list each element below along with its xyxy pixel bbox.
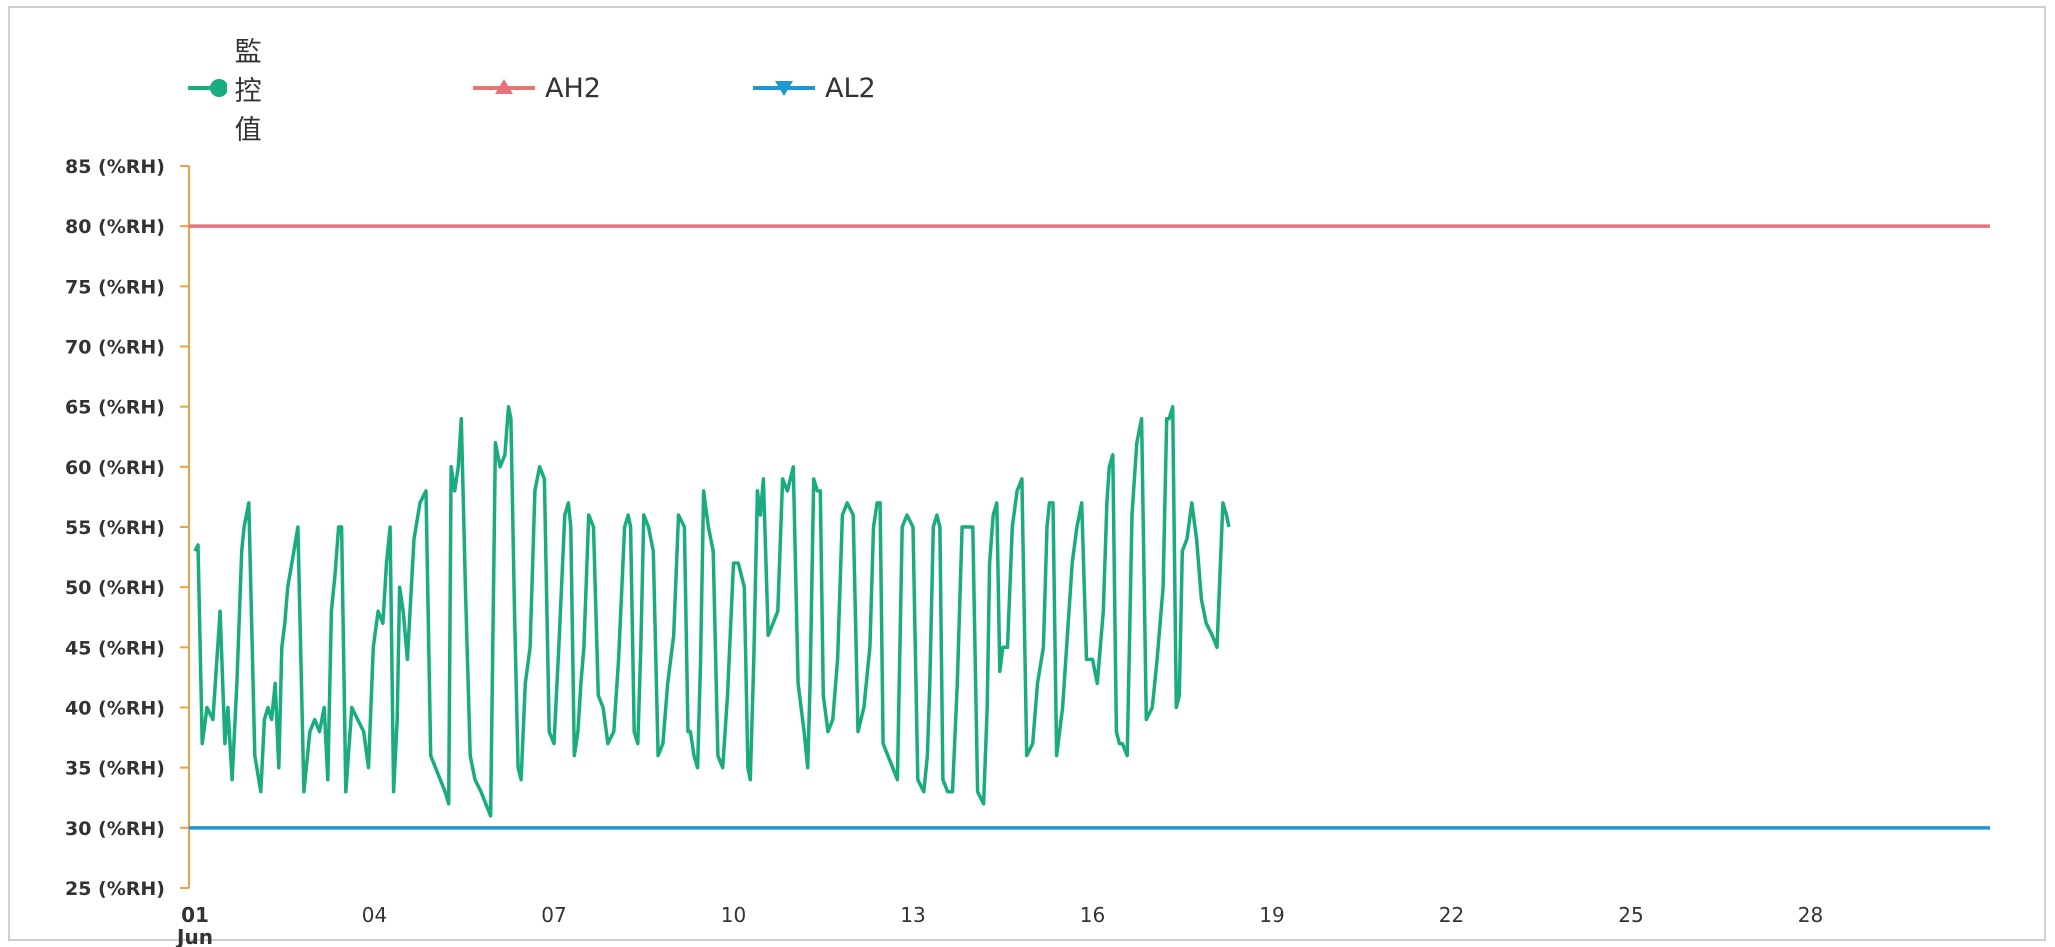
y-tick-label: 65 (%RH) bbox=[65, 397, 165, 419]
y-tick-label: 40 (%RH) bbox=[65, 698, 165, 720]
x-tick-label: 01 bbox=[181, 903, 209, 927]
y-tick-label: 55 (%RH) bbox=[65, 517, 165, 539]
x-tick-label: 10 bbox=[721, 903, 746, 927]
series-line-monitor bbox=[193, 404, 1231, 818]
y-tick-label: 60 (%RH) bbox=[65, 457, 165, 479]
y-tick-label: 30 (%RH) bbox=[65, 818, 165, 840]
legend-label: AL2 bbox=[825, 72, 876, 104]
x-tick-label: 13 bbox=[900, 903, 925, 927]
legend-label: 監控值 bbox=[234, 36, 262, 146]
y-tick-label: 75 (%RH) bbox=[65, 276, 165, 298]
y-axis: 85 (%RH) 80 (%RH) 75 (%RH) 70 (%RH) 65 (%RH)… bbox=[65, 156, 190, 900]
x-tick-label: 04 bbox=[362, 903, 387, 927]
x-tick-label: 19 bbox=[1259, 903, 1284, 927]
y-tick-label: 80 (%RH) bbox=[65, 216, 165, 238]
legend-triangle-down-icon bbox=[775, 81, 793, 96]
legend-circle-marker-icon bbox=[188, 79, 227, 97]
y-tick-label: 50 (%RH) bbox=[65, 577, 165, 599]
x-tick-label: 16 bbox=[1080, 903, 1105, 927]
y-tick-label: 70 (%RH) bbox=[65, 337, 165, 359]
x-tick-sublabel: Jun bbox=[175, 925, 213, 947]
y-tick-label: 35 (%RH) bbox=[65, 758, 165, 780]
legend-label: AH2 bbox=[545, 72, 601, 104]
legend-triangle-up-icon bbox=[495, 79, 513, 94]
legend-triangle-down-marker-icon bbox=[753, 81, 815, 96]
legend-triangle-up-marker-icon bbox=[473, 79, 535, 94]
y-tick-label: 25 (%RH) bbox=[65, 878, 165, 900]
legend-circle-icon bbox=[210, 79, 227, 97]
x-tick-label: 28 bbox=[1798, 903, 1823, 927]
legend-item-al2[interactable]: AL2 bbox=[745, 68, 876, 108]
x-tick-label: 25 bbox=[1618, 903, 1643, 927]
series-layer bbox=[189, 224, 1990, 830]
legend-item-monitor[interactable]: 監控值 bbox=[180, 37, 287, 146]
y-tick-label: 85 (%RH) bbox=[65, 156, 165, 178]
x-tick-label: 22 bbox=[1439, 903, 1464, 927]
legend-item-ah2[interactable]: AH2 bbox=[465, 68, 601, 108]
x-tick-label: 07 bbox=[541, 903, 566, 927]
y-tick-label: 45 (%RH) bbox=[65, 637, 165, 659]
